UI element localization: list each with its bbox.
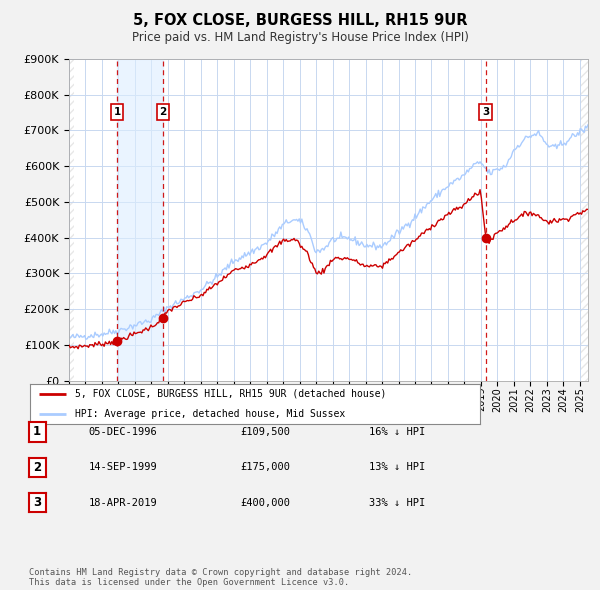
Text: £109,500: £109,500 bbox=[240, 427, 290, 437]
Text: 1: 1 bbox=[113, 107, 121, 117]
Text: 2: 2 bbox=[160, 107, 167, 117]
Text: 18-APR-2019: 18-APR-2019 bbox=[89, 498, 158, 507]
Text: 33% ↓ HPI: 33% ↓ HPI bbox=[369, 498, 425, 507]
Bar bbox=[69, 59, 74, 381]
Bar bbox=[69, 59, 74, 381]
Text: 05-DEC-1996: 05-DEC-1996 bbox=[89, 427, 158, 437]
Text: 3: 3 bbox=[33, 496, 41, 509]
Text: HPI: Average price, detached house, Mid Sussex: HPI: Average price, detached house, Mid … bbox=[75, 409, 345, 418]
Text: £175,000: £175,000 bbox=[240, 463, 290, 472]
Bar bbox=[117, 59, 163, 381]
Text: Contains HM Land Registry data © Crown copyright and database right 2024.
This d: Contains HM Land Registry data © Crown c… bbox=[29, 568, 412, 587]
Text: 3: 3 bbox=[482, 107, 490, 117]
Bar bbox=[580, 59, 588, 381]
Text: 5, FOX CLOSE, BURGESS HILL, RH15 9UR: 5, FOX CLOSE, BURGESS HILL, RH15 9UR bbox=[133, 13, 467, 28]
Text: 14-SEP-1999: 14-SEP-1999 bbox=[89, 463, 158, 472]
Text: Price paid vs. HM Land Registry's House Price Index (HPI): Price paid vs. HM Land Registry's House … bbox=[131, 31, 469, 44]
Bar bbox=[580, 59, 588, 381]
Text: 16% ↓ HPI: 16% ↓ HPI bbox=[369, 427, 425, 437]
Text: 13% ↓ HPI: 13% ↓ HPI bbox=[369, 463, 425, 472]
Text: 1: 1 bbox=[33, 425, 41, 438]
Text: 2: 2 bbox=[33, 461, 41, 474]
Text: 5, FOX CLOSE, BURGESS HILL, RH15 9UR (detached house): 5, FOX CLOSE, BURGESS HILL, RH15 9UR (de… bbox=[75, 389, 386, 398]
Text: £400,000: £400,000 bbox=[240, 498, 290, 507]
